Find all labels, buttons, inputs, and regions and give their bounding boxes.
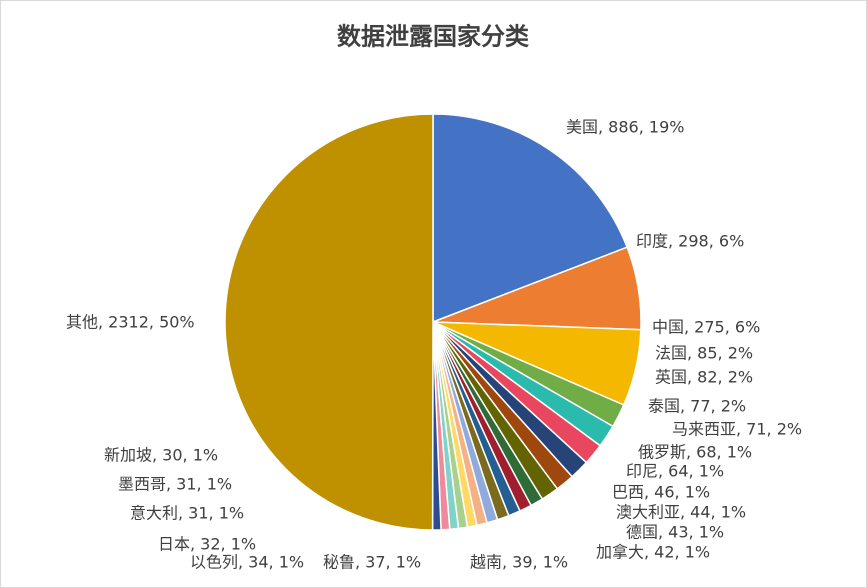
data-label: 新加坡, 30, 1%	[104, 446, 218, 465]
data-label: 其他, 2312, 50%	[66, 313, 195, 332]
data-label: 印尼, 64, 1%	[626, 462, 724, 481]
pie-slice	[432, 113, 629, 324]
chart-title: 数据泄露国家分类	[337, 22, 530, 51]
data-label: 马来西亚, 71, 2%	[672, 420, 802, 439]
data-label: 加拿大, 42, 1%	[596, 543, 710, 562]
data-label: 法国, 85, 2%	[655, 344, 753, 363]
data-label: 俄罗斯, 68, 1%	[638, 443, 752, 462]
pie-slice	[224, 113, 434, 531]
data-label: 日本, 32, 1%	[158, 535, 256, 554]
data-label: 墨西哥, 31, 1%	[118, 475, 232, 494]
data-label: 英国, 82, 2%	[655, 368, 753, 387]
data-label: 巴西, 46, 1%	[612, 483, 710, 502]
data-label: 中国, 275, 6%	[652, 318, 760, 337]
data-label: 以色列, 34, 1%	[190, 553, 304, 572]
data-label: 德国, 43, 1%	[626, 523, 724, 542]
data-label: 印度, 298, 6%	[636, 232, 744, 251]
data-label: 越南, 39, 1%	[470, 553, 568, 572]
data-label: 美国, 886, 19%	[566, 118, 684, 137]
data-label: 泰国, 77, 2%	[648, 397, 746, 416]
data-label: 秘鲁, 37, 1%	[323, 553, 421, 572]
data-label: 意大利, 31, 1%	[130, 504, 244, 523]
data-label: 澳大利亚, 44, 1%	[616, 503, 746, 522]
